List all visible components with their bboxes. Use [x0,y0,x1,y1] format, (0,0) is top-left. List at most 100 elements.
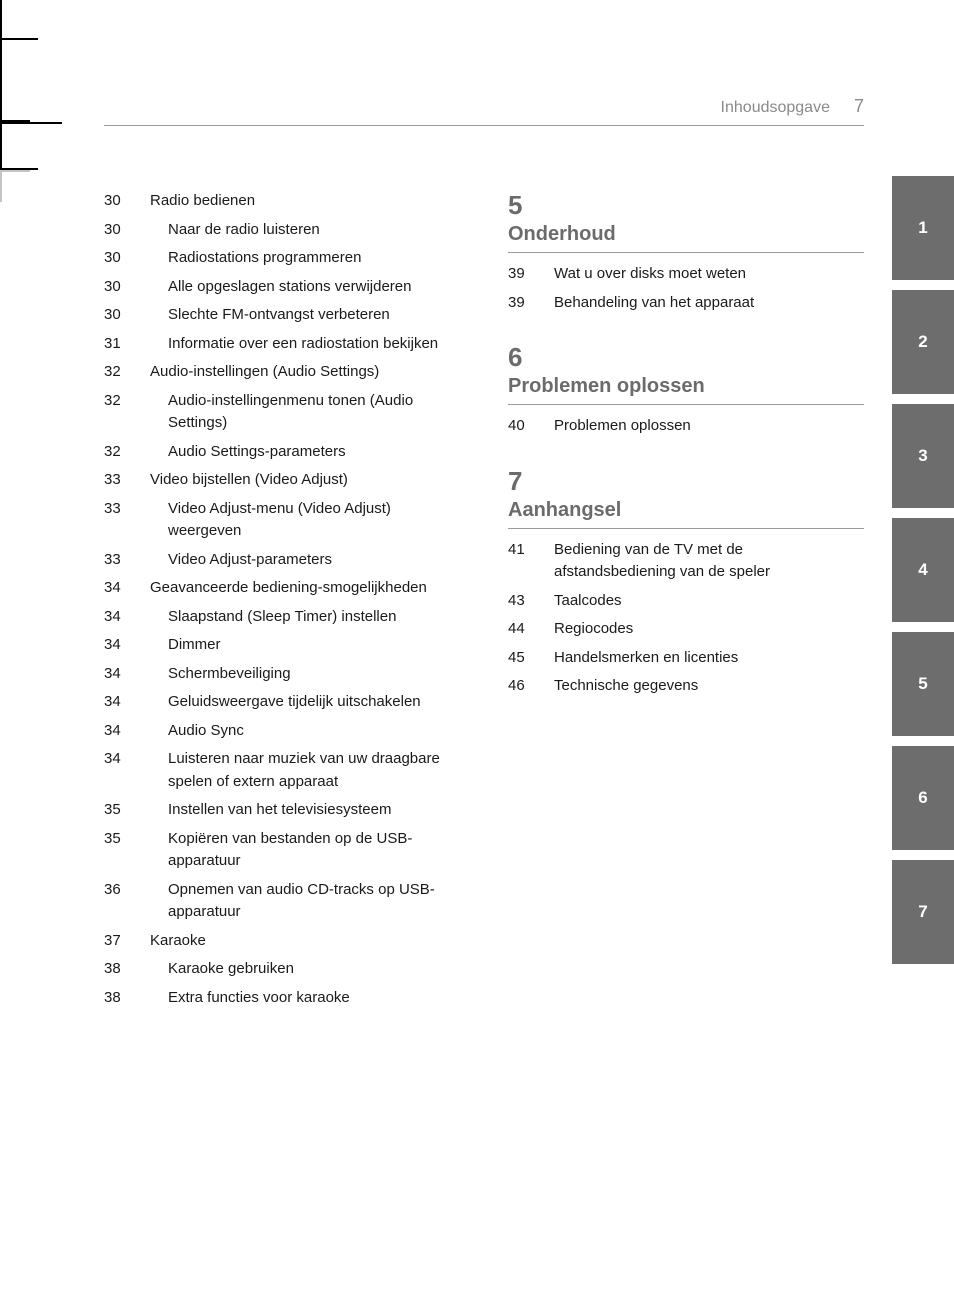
toc-entry-text: Problemen oplossen [554,415,864,438]
section-tab-2[interactable]: 2 [892,290,954,394]
toc-entry-text: Video bijstellen (Video Adjust) [150,469,460,492]
toc-entry-page: 38 [104,958,150,981]
running-header: Inhoudsopgave 7 [104,96,864,126]
section-tab-strip: 1 2 3 4 5 6 7 [892,176,954,974]
section-tab-7[interactable]: 7 [892,860,954,964]
toc-entry: 34Geluidsweergave tijdelijk uitschakelen [104,691,460,714]
toc-entry-text: Instellen van het televisiesysteem [150,799,460,822]
toc-entry-text: Audio Settings-parameters [150,441,460,464]
toc-entry: 45Handelsmerken en licenties [508,647,864,670]
toc-section: 6 Problemen oplossen40Problemen oplossen [508,342,864,438]
toc-entry-page: 30 [104,247,150,270]
header-title: Inhoudsopgave [721,99,830,117]
toc-entry: 32Audio-instellingen (Audio Settings) [104,361,460,384]
toc-entry-page: 30 [104,190,150,213]
toc-entry-text: Karaoke [150,930,460,953]
toc-entry: 33Video bijstellen (Video Adjust) [104,469,460,492]
toc-entry-text: Geluidsweergave tijdelijk uitschakelen [150,691,460,714]
toc-entry-page: 34 [104,748,150,771]
crop-mark [0,40,2,86]
toc-entry-page: 32 [104,361,150,384]
toc-entry-text: Wat u over disks moet weten [554,263,864,286]
section-tab-3[interactable]: 3 [892,404,954,508]
toc-entry-page: 32 [104,390,150,413]
toc-entry: 43Taalcodes [508,590,864,613]
toc-left-column: 30Radio bedienen30Naar de radio luistere… [104,190,460,1015]
toc-entry-text: Kopiëren van bestanden op de USB-apparat… [150,828,460,873]
toc-entry: 40Problemen oplossen [508,415,864,438]
section-tab-label: 7 [918,902,927,922]
toc-entry: 44Regiocodes [508,618,864,641]
toc-entry-text: Luisteren naar muziek van uw draagbare s… [150,748,460,793]
toc-entry-page: 41 [508,539,554,562]
crop-mark [0,172,2,202]
toc-entry: 38Extra functies voor karaoke [104,987,460,1010]
toc-entry-page: 30 [104,276,150,299]
section-tab-label: 5 [918,674,927,694]
toc-entry-page: 34 [104,663,150,686]
toc-entry-text: Alle opgeslagen stations verwijderen [150,276,460,299]
toc-entry: 33Video Adjust-menu (Video Adjust) weerg… [104,498,460,543]
section-tab-label: 2 [918,332,927,352]
toc-entry-text: Informatie over een radiostation bekijke… [150,333,460,356]
toc-entry-text: Slaapstand (Sleep Timer) instellen [150,606,460,629]
toc-entry-page: 43 [508,590,554,613]
toc-entry-page: 34 [104,606,150,629]
toc-entry-text: Audio-instellingen (Audio Settings) [150,361,460,384]
toc-entry-page: 44 [508,618,554,641]
toc-entry: 32Audio-instellingenmenu tonen (Audio Se… [104,390,460,435]
toc-entry: 34Dimmer [104,634,460,657]
crop-mark [0,122,62,124]
toc-entry-text: Slechte FM-ontvangst verbeteren [150,304,460,327]
toc-entry-page: 34 [104,577,150,600]
toc-columns: 30Radio bedienen30Naar de radio luistere… [104,190,864,1015]
toc-entry-text: Extra functies voor karaoke [150,987,460,1010]
toc-entry-text: Taalcodes [554,590,864,613]
toc-entry-text: Behandeling van het apparaat [554,292,864,315]
toc-entry-page: 31 [104,333,150,356]
toc-entry: 41Bediening van de TV met de afstandsbed… [508,539,864,584]
toc-section-title: Aanhangsel [508,499,864,529]
toc-entry-text: Radiostations programmeren [150,247,460,270]
toc-entry-text: Bediening van de TV met de afstandsbedie… [554,539,864,584]
toc-entry: 36Opnemen van audio CD-tracks op USB-app… [104,879,460,924]
crop-mark [0,38,38,40]
toc-entry: 30Alle opgeslagen stations verwijderen [104,276,460,299]
toc-entry-page: 30 [104,219,150,242]
toc-entry-page: 40 [508,415,554,438]
toc-entry: 30Naar de radio luisteren [104,219,460,242]
toc-entry-text: Opnemen van audio CD-tracks op USB-appar… [150,879,460,924]
toc-entry: 34Luisteren naar muziek van uw draagbare… [104,748,460,793]
toc-entry-page: 39 [508,263,554,286]
toc-section-number: 6 [508,342,864,373]
section-tab-label: 1 [918,218,927,238]
toc-entry: 39Behandeling van het apparaat [508,292,864,315]
toc-entry: 38Karaoke gebruiken [104,958,460,981]
section-tab-label: 3 [918,446,927,466]
toc-entry-text: Geavanceerde bediening-smogelijkheden [150,577,460,600]
toc-entry: 34Slaapstand (Sleep Timer) instellen [104,606,460,629]
section-tab-1[interactable]: 1 [892,176,954,280]
toc-section-number: 5 [508,190,864,221]
toc-entry: 46Technische gegevens [508,675,864,698]
toc-entry-text: Karaoke gebruiken [150,958,460,981]
toc-entry: 35Instellen van het televisiesysteem [104,799,460,822]
section-tab-label: 6 [918,788,927,808]
toc-entry-page: 38 [104,987,150,1010]
toc-section-title: Onderhoud [508,223,864,253]
crop-mark [0,170,30,172]
toc-entry-page: 45 [508,647,554,670]
toc-entry: 34Schermbeveiliging [104,663,460,686]
toc-entry: 34Audio Sync [104,720,460,743]
toc-entry-page: 34 [104,691,150,714]
section-tab-6[interactable]: 6 [892,746,954,850]
toc-right-column: 5Onderhoud39Wat u over disks moet weten3… [508,190,864,1015]
toc-entry-page: 36 [104,879,150,902]
toc-section-number: 7 [508,466,864,497]
section-tab-5[interactable]: 5 [892,632,954,736]
toc-entry-page: 33 [104,549,150,572]
toc-entry: 39Wat u over disks moet weten [508,263,864,286]
section-tab-4[interactable]: 4 [892,518,954,622]
toc-entry: 32Audio Settings-parameters [104,441,460,464]
toc-entry-text: Radio bedienen [150,190,460,213]
